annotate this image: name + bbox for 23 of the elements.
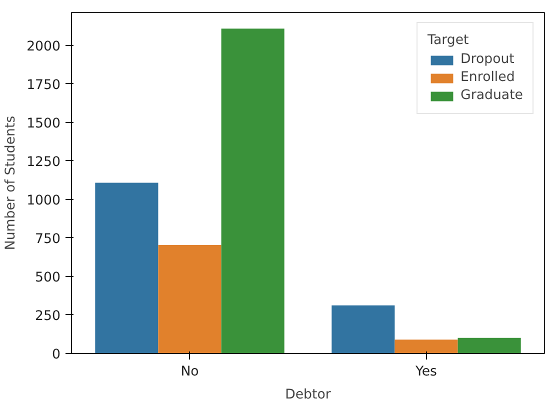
y-tick-label: 0 (52, 348, 61, 362)
bar (458, 338, 521, 354)
y-axis-title: Number of Students (4, 116, 19, 250)
legend-label: Graduate (460, 88, 523, 103)
x-axis-title: Debtor (285, 388, 332, 402)
y-tick-label: 1500 (26, 116, 61, 132)
y-tick-label: 500 (35, 270, 61, 286)
y-tick-label: 1000 (26, 193, 61, 208)
y-tick-label: 250 (35, 308, 61, 324)
bar (332, 305, 395, 354)
legend-title: Target (428, 33, 470, 48)
legend-label: Dropout (460, 52, 514, 67)
bar (158, 245, 222, 354)
bar (394, 340, 458, 354)
bar (95, 182, 158, 354)
bar (221, 28, 284, 354)
y-tick-label: 1750 (26, 78, 61, 93)
x-tick-label: Yes (414, 364, 438, 380)
legend-label: Enrolled (460, 70, 515, 85)
y-tick-label: 750 (35, 232, 61, 247)
x-tick-label: No (180, 364, 199, 380)
y-tick-label: 2000 (26, 39, 61, 54)
y-tick-label: 1250 (26, 154, 61, 170)
